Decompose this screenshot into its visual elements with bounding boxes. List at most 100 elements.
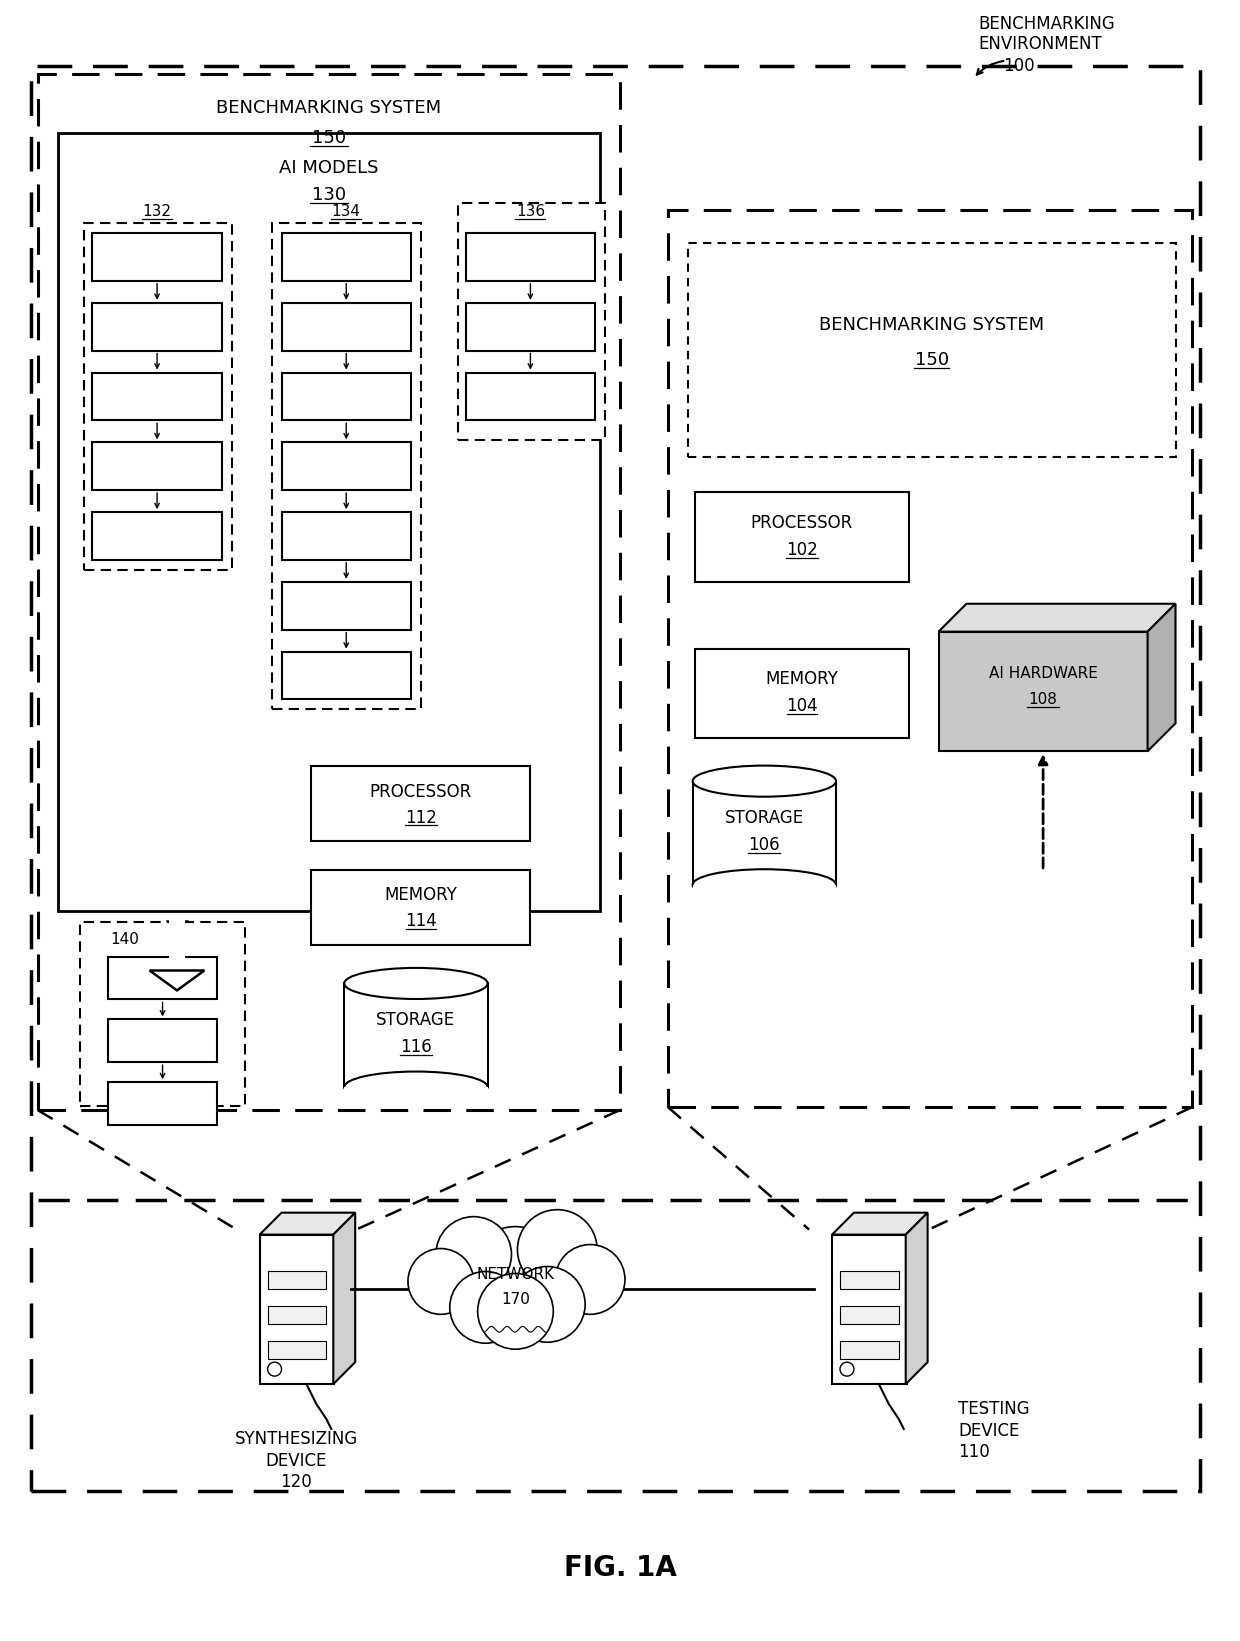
- Circle shape: [517, 1209, 598, 1290]
- Bar: [57, 133, 600, 911]
- Text: DEVICE: DEVICE: [959, 1421, 1019, 1439]
- Bar: [92, 302, 222, 351]
- Text: 140: 140: [110, 932, 139, 947]
- Text: BENCHMARKING SYSTEM: BENCHMARKING SYSTEM: [820, 317, 1044, 335]
- Text: 150: 150: [311, 130, 346, 148]
- Bar: [81, 922, 244, 1106]
- Bar: [839, 1272, 899, 1290]
- Circle shape: [556, 1244, 625, 1314]
- Bar: [345, 983, 487, 1086]
- Bar: [466, 302, 595, 351]
- Text: PROCESSOR: PROCESSOR: [750, 514, 853, 532]
- Text: SYNTHESIZING: SYNTHESIZING: [234, 1429, 358, 1447]
- Bar: [345, 1086, 487, 1104]
- Bar: [311, 870, 531, 945]
- Text: ENVIRONMENT: ENVIRONMENT: [978, 34, 1102, 53]
- Bar: [259, 1234, 335, 1383]
- Ellipse shape: [345, 1072, 487, 1103]
- Bar: [281, 233, 410, 281]
- Circle shape: [450, 1272, 522, 1344]
- Bar: [92, 233, 222, 281]
- Text: 134: 134: [332, 203, 361, 218]
- Bar: [92, 373, 222, 420]
- Circle shape: [435, 1216, 511, 1293]
- Bar: [281, 443, 410, 491]
- Text: 132: 132: [143, 203, 171, 218]
- Circle shape: [467, 1226, 563, 1323]
- Bar: [466, 233, 595, 281]
- Text: 150: 150: [915, 351, 949, 369]
- Text: NETWORK: NETWORK: [476, 1267, 554, 1282]
- Circle shape: [510, 1267, 585, 1342]
- Bar: [108, 957, 217, 999]
- Ellipse shape: [693, 870, 836, 901]
- Text: 102: 102: [786, 542, 817, 560]
- Text: BENCHMARKING SYSTEM: BENCHMARKING SYSTEM: [216, 100, 441, 118]
- Bar: [281, 512, 410, 560]
- Bar: [466, 373, 595, 420]
- Bar: [281, 302, 410, 351]
- Bar: [167, 921, 187, 970]
- Polygon shape: [334, 1213, 355, 1383]
- Polygon shape: [1148, 604, 1176, 752]
- Bar: [268, 1306, 326, 1324]
- Text: 112: 112: [405, 809, 436, 827]
- Bar: [281, 651, 410, 699]
- Bar: [694, 648, 909, 738]
- Text: AI MODELS: AI MODELS: [279, 159, 378, 177]
- Text: BENCHMARKING: BENCHMARKING: [978, 15, 1115, 33]
- Text: DEVICE: DEVICE: [265, 1452, 327, 1470]
- Bar: [281, 583, 410, 630]
- Bar: [458, 203, 605, 440]
- Bar: [839, 1306, 899, 1324]
- Text: PROCESSOR: PROCESSOR: [370, 783, 472, 801]
- Bar: [84, 223, 232, 569]
- Bar: [92, 443, 222, 491]
- Text: MEMORY: MEMORY: [765, 671, 838, 689]
- Polygon shape: [939, 604, 1176, 632]
- Text: 136: 136: [516, 203, 544, 218]
- Text: 116: 116: [401, 1039, 432, 1057]
- Text: 108: 108: [1029, 693, 1058, 707]
- Bar: [281, 373, 410, 420]
- Text: 106: 106: [749, 835, 780, 853]
- Bar: [694, 492, 909, 583]
- Text: STORAGE: STORAGE: [377, 1011, 455, 1029]
- Bar: [688, 243, 1176, 458]
- Text: 104: 104: [786, 697, 817, 715]
- Text: 114: 114: [405, 912, 436, 930]
- Text: 110: 110: [959, 1442, 991, 1460]
- Bar: [169, 919, 186, 970]
- Bar: [108, 1019, 217, 1062]
- Bar: [272, 223, 420, 709]
- Bar: [693, 884, 836, 903]
- Text: MEMORY: MEMORY: [384, 886, 458, 904]
- Text: 130: 130: [311, 185, 346, 203]
- Text: 170: 170: [501, 1291, 529, 1306]
- Ellipse shape: [345, 968, 487, 999]
- Polygon shape: [832, 1213, 928, 1234]
- Bar: [31, 66, 1200, 1490]
- Text: FIG. 1A: FIG. 1A: [563, 1554, 677, 1582]
- Text: AI HARDWARE: AI HARDWARE: [988, 666, 1097, 681]
- Polygon shape: [905, 1213, 928, 1383]
- Bar: [268, 1272, 326, 1290]
- Bar: [839, 1341, 899, 1359]
- Text: TESTING: TESTING: [959, 1400, 1030, 1418]
- Text: 120: 120: [280, 1472, 312, 1490]
- Bar: [37, 74, 620, 1109]
- Circle shape: [408, 1249, 474, 1314]
- Bar: [92, 512, 222, 560]
- Text: STORAGE: STORAGE: [725, 809, 804, 827]
- Bar: [939, 632, 1148, 752]
- Bar: [693, 781, 836, 884]
- Bar: [108, 1081, 217, 1126]
- Ellipse shape: [693, 766, 836, 796]
- Polygon shape: [259, 1213, 355, 1234]
- Bar: [311, 766, 531, 840]
- Polygon shape: [150, 970, 205, 991]
- Bar: [268, 1341, 326, 1359]
- Bar: [668, 210, 1193, 1108]
- Bar: [832, 1234, 906, 1383]
- Circle shape: [477, 1273, 553, 1349]
